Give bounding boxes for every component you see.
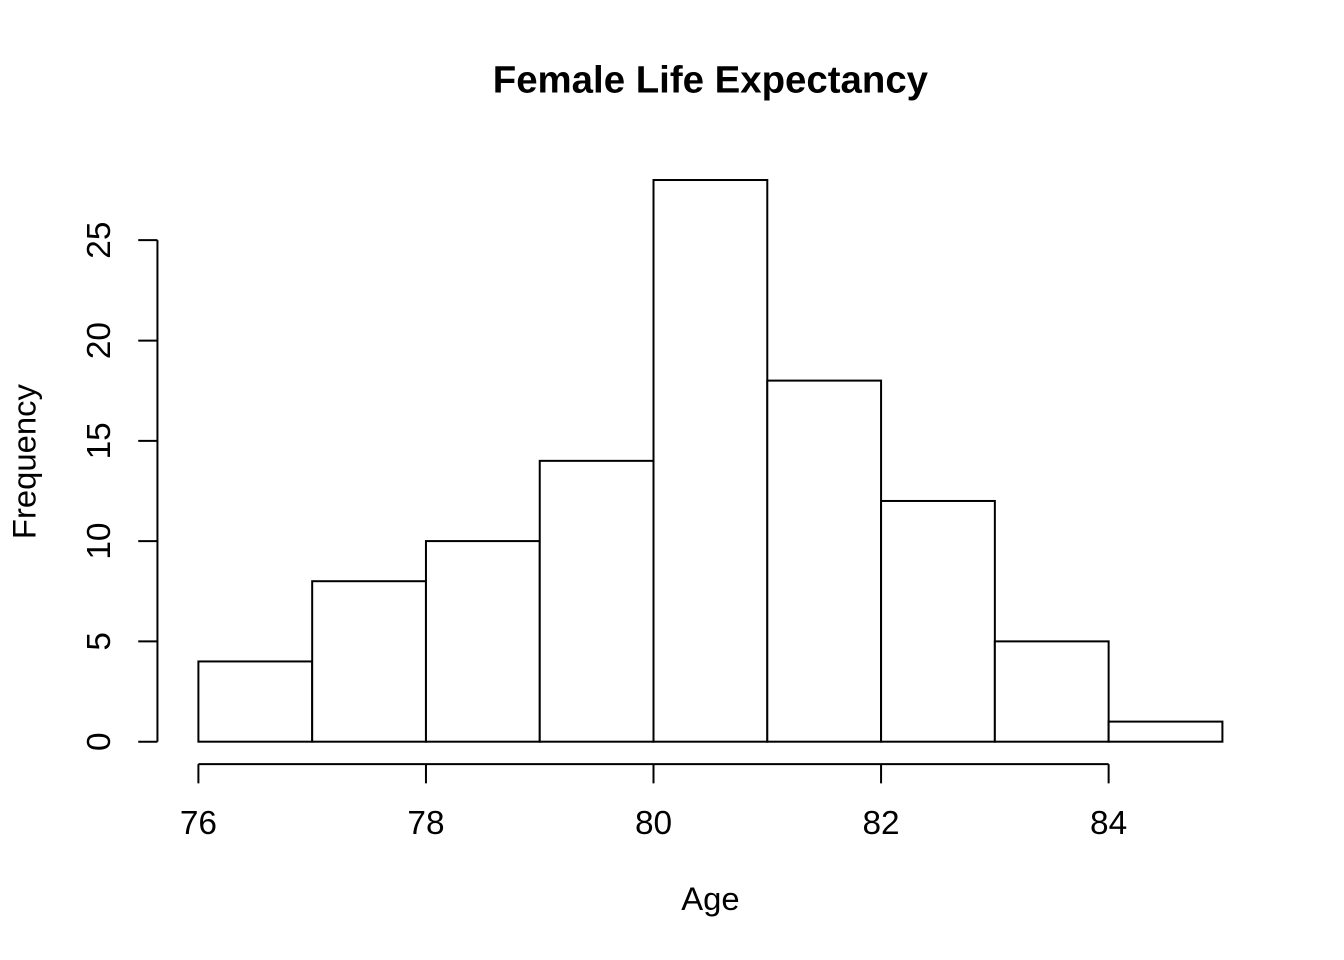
- svg-text:76: 76: [180, 805, 217, 842]
- svg-text:0: 0: [81, 732, 118, 751]
- svg-text:Frequency: Frequency: [6, 384, 43, 540]
- svg-text:78: 78: [407, 805, 444, 842]
- svg-text:Age: Age: [681, 880, 739, 917]
- svg-text:20: 20: [81, 322, 118, 359]
- svg-text:5: 5: [81, 632, 118, 651]
- svg-text:15: 15: [81, 422, 118, 459]
- svg-text:25: 25: [81, 222, 118, 259]
- svg-text:10: 10: [81, 523, 118, 560]
- svg-text:80: 80: [635, 805, 672, 842]
- svg-text:84: 84: [1090, 805, 1127, 842]
- svg-text:82: 82: [862, 805, 899, 842]
- svg-text:Female Life Expectancy: Female Life Expectancy: [493, 58, 929, 101]
